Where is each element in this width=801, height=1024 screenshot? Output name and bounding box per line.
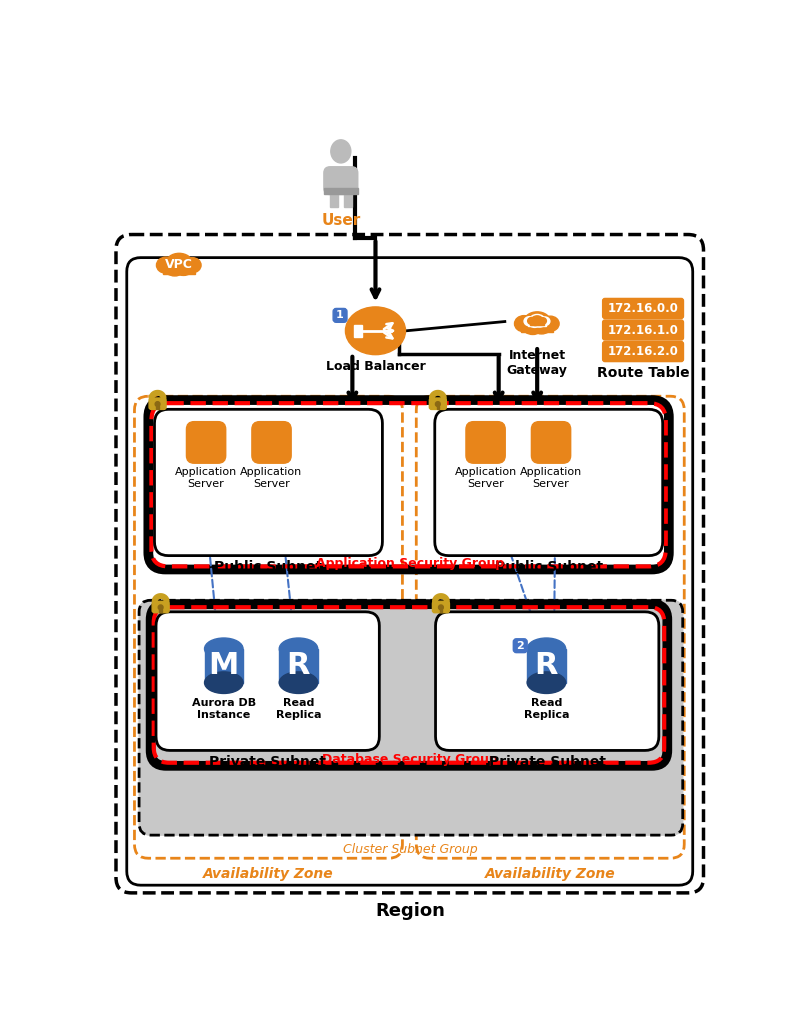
FancyBboxPatch shape xyxy=(602,298,683,318)
FancyBboxPatch shape xyxy=(116,234,703,893)
FancyBboxPatch shape xyxy=(513,639,527,652)
Bar xyxy=(204,649,243,683)
FancyBboxPatch shape xyxy=(155,410,382,556)
Bar xyxy=(344,195,352,207)
Ellipse shape xyxy=(166,253,192,272)
Ellipse shape xyxy=(531,319,540,326)
Ellipse shape xyxy=(183,258,201,272)
FancyBboxPatch shape xyxy=(602,319,683,340)
Bar xyxy=(163,265,195,273)
Circle shape xyxy=(155,401,160,407)
Text: Application
Server: Application Server xyxy=(175,467,237,488)
FancyBboxPatch shape xyxy=(433,601,449,612)
Text: Public Subnet: Public Subnet xyxy=(495,560,603,574)
Bar xyxy=(440,609,442,612)
Text: Availability Zone: Availability Zone xyxy=(485,867,616,882)
Bar xyxy=(280,649,318,683)
Text: Database Security Group: Database Security Group xyxy=(322,754,498,766)
Ellipse shape xyxy=(529,314,545,326)
FancyBboxPatch shape xyxy=(429,398,446,410)
Text: Internet
Gateway: Internet Gateway xyxy=(507,349,568,377)
Circle shape xyxy=(436,401,441,407)
Ellipse shape xyxy=(345,307,405,354)
Bar xyxy=(330,195,338,207)
FancyBboxPatch shape xyxy=(149,398,166,410)
Text: Load Balancer: Load Balancer xyxy=(325,360,425,373)
Text: Application
Server: Application Server xyxy=(240,467,303,488)
Ellipse shape xyxy=(528,317,536,325)
Ellipse shape xyxy=(174,261,193,275)
Text: 172.16.1.0: 172.16.1.0 xyxy=(608,324,678,337)
Text: Availability Zone: Availability Zone xyxy=(203,867,334,882)
Circle shape xyxy=(159,605,163,609)
Bar xyxy=(521,324,553,333)
Text: Private Subnet: Private Subnet xyxy=(489,755,606,769)
Bar xyxy=(530,321,544,325)
FancyBboxPatch shape xyxy=(531,422,570,463)
Text: Read
Replica: Read Replica xyxy=(276,698,321,720)
Ellipse shape xyxy=(514,315,533,332)
FancyBboxPatch shape xyxy=(466,422,505,463)
Ellipse shape xyxy=(527,638,566,659)
FancyBboxPatch shape xyxy=(333,308,347,323)
Text: Public Subnet: Public Subnet xyxy=(215,560,323,574)
FancyBboxPatch shape xyxy=(127,258,693,885)
Text: Cluster Subnet Group: Cluster Subnet Group xyxy=(343,843,477,856)
FancyBboxPatch shape xyxy=(156,611,380,751)
Text: 2: 2 xyxy=(517,641,524,650)
Ellipse shape xyxy=(522,319,543,335)
Text: 1: 1 xyxy=(336,310,344,321)
Ellipse shape xyxy=(331,140,351,163)
Ellipse shape xyxy=(280,638,318,659)
Ellipse shape xyxy=(164,261,185,275)
FancyBboxPatch shape xyxy=(324,167,358,195)
Text: 172.16.2.0: 172.16.2.0 xyxy=(608,345,678,358)
Bar xyxy=(156,406,159,409)
Bar xyxy=(437,406,439,409)
Bar xyxy=(159,609,162,612)
Text: Private Subnet: Private Subnet xyxy=(209,755,326,769)
Text: Read
Replica: Read Replica xyxy=(524,698,570,720)
FancyBboxPatch shape xyxy=(435,410,662,556)
Circle shape xyxy=(438,605,443,609)
FancyBboxPatch shape xyxy=(187,422,226,463)
Bar xyxy=(528,322,546,327)
Text: Route Table: Route Table xyxy=(597,367,690,380)
FancyBboxPatch shape xyxy=(152,601,169,612)
Ellipse shape xyxy=(204,638,243,659)
Text: Application
Server: Application Server xyxy=(520,467,582,488)
Bar xyxy=(354,325,361,337)
Ellipse shape xyxy=(529,318,541,328)
Bar xyxy=(324,188,358,195)
Ellipse shape xyxy=(527,672,566,693)
Text: Aurora DB
Instance: Aurora DB Instance xyxy=(191,698,256,720)
FancyBboxPatch shape xyxy=(436,611,659,751)
Ellipse shape xyxy=(539,317,546,325)
Ellipse shape xyxy=(524,316,535,326)
Text: Application Security Group: Application Security Group xyxy=(316,557,505,569)
Ellipse shape xyxy=(524,312,550,331)
Ellipse shape xyxy=(535,319,543,326)
Ellipse shape xyxy=(540,316,549,326)
Text: R: R xyxy=(535,651,558,680)
Text: 172.16.0.0: 172.16.0.0 xyxy=(608,302,678,315)
FancyBboxPatch shape xyxy=(252,422,291,463)
Ellipse shape xyxy=(280,672,318,693)
Text: User: User xyxy=(321,213,360,228)
Text: Region: Region xyxy=(375,902,445,921)
Ellipse shape xyxy=(156,257,175,273)
Ellipse shape xyxy=(532,319,551,334)
Text: Application
Server: Application Server xyxy=(454,467,517,488)
FancyBboxPatch shape xyxy=(139,600,682,836)
Ellipse shape xyxy=(541,316,559,331)
Text: VPC: VPC xyxy=(165,258,193,271)
Text: R: R xyxy=(287,651,310,680)
Text: M: M xyxy=(208,651,239,680)
FancyBboxPatch shape xyxy=(602,342,683,361)
Ellipse shape xyxy=(204,672,243,693)
Bar xyxy=(527,649,566,683)
Ellipse shape xyxy=(532,315,543,325)
Ellipse shape xyxy=(534,319,545,327)
